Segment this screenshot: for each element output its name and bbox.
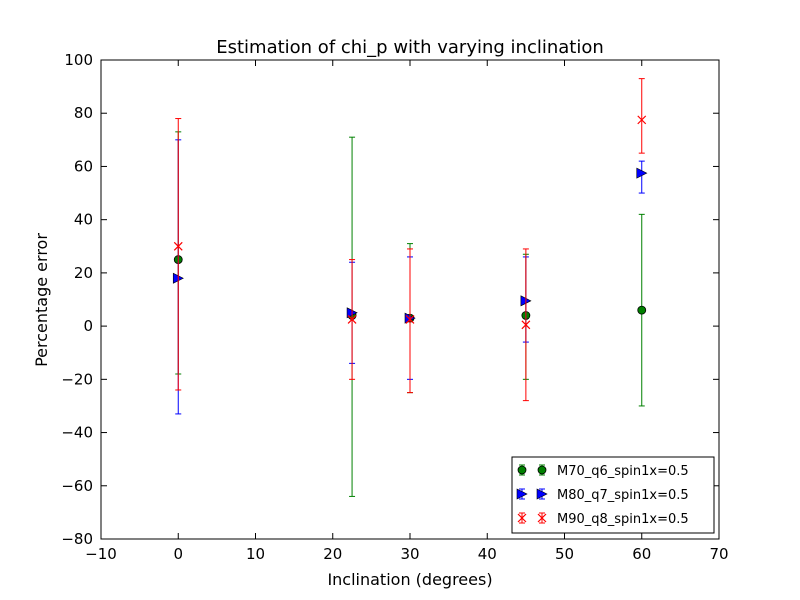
legend: M70_q6_spin1x=0.5 M80_q7_spin1x=0.5 M90_q8…: [511, 456, 715, 534]
point-s2-p3: [521, 320, 531, 330]
point-s2-p2-b: [405, 315, 415, 324]
y-tick-label-7: 60: [74, 157, 93, 175]
legend-label-2: M90_q8_spin1x=0.5: [557, 512, 689, 527]
y-tick-label-5: 20: [74, 264, 93, 282]
x-tick-label-2: 10: [246, 545, 265, 563]
y-tick-label-3: −20: [61, 370, 93, 388]
y-tick-label-4: 0: [83, 317, 93, 335]
point-s2-p2: [405, 315, 415, 324]
x-tick-label-8: 70: [709, 545, 728, 563]
point-s2-p1-b: [347, 315, 357, 324]
plot-area: −10 0 10 20 30 40 50 60 70 −80 −60 −40 −20 0 20 40 60 80 1…: [61, 51, 728, 563]
legend-marker-0-0: [517, 465, 527, 475]
x-tick-label-0: −10: [85, 545, 117, 563]
point-s2-p0: [173, 241, 183, 251]
chart-title: Estimation of chi_p with varying inclina…: [216, 37, 604, 58]
x-tick-label-7: 60: [632, 545, 651, 563]
legend-marker-2-1-b: [537, 513, 547, 523]
x-tick-label-3: 20: [323, 545, 342, 563]
x-axis-label: Inclination (degrees): [327, 570, 492, 589]
y-tick-label-0: −80: [61, 530, 93, 548]
legend-marker-1-0: [516, 488, 528, 500]
y-axis-label: Percentage error: [32, 233, 51, 367]
y-tick-label-1: −60: [61, 477, 93, 495]
y-tick-label-9: 100: [64, 51, 93, 69]
x-tick-label-4: 30: [400, 545, 419, 563]
y-tick-label-2: −40: [61, 424, 93, 442]
point-s1-p4: [636, 167, 648, 179]
point-s2-p0-b: [173, 241, 183, 251]
x-tick-label-6: 50: [555, 545, 574, 563]
y-tick-label-6: 40: [74, 211, 93, 229]
plot-frame: [100, 59, 720, 540]
point-s2-p4: [637, 115, 647, 125]
point-s2-p1: [347, 315, 357, 324]
x-tick-label-1: 0: [173, 545, 183, 563]
point-s0-p4: [637, 305, 647, 315]
point-s2-p4-b: [637, 115, 647, 125]
legend-marker-2-0: [517, 513, 527, 523]
legend-marker-2-0-b: [517, 513, 527, 523]
legend-marker-1-1: [536, 488, 548, 500]
legend-label-1: M80_q7_spin1x=0.5: [557, 488, 689, 503]
point-s2-p3-b: [521, 320, 531, 330]
legend-label-0: M70_q6_spin1x=0.5: [557, 464, 689, 479]
x-tick-label-5: 40: [478, 545, 497, 563]
legend-marker-0-1: [537, 465, 547, 475]
legend-marker-2-1: [537, 513, 547, 523]
y-tick-label-8: 80: [74, 104, 93, 122]
